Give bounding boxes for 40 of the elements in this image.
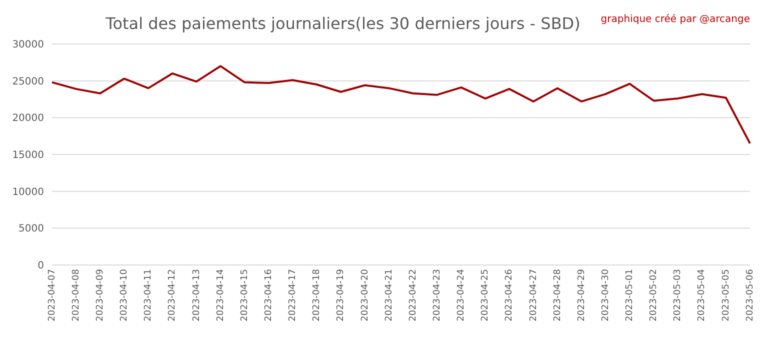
- x-tick-label: 2023-04-22: [408, 269, 418, 322]
- x-tick-label: 2023-04-14: [216, 268, 226, 322]
- chart-title: Total des paiements journaliers(les 30 derniers jours - SBD): [106, 14, 580, 33]
- x-tick-label: 2023-04-20: [360, 268, 370, 322]
- x-tick-label: 2023-04-19: [336, 268, 346, 322]
- x-tick-label: 2023-05-02: [649, 269, 660, 322]
- x-tick-label: 2023-04-08: [71, 268, 82, 322]
- x-tick-label: 2023-05-03: [673, 269, 684, 322]
- x-tick-label: 2023-04-25: [480, 269, 491, 322]
- x-tick-label: 2023-04-26: [504, 268, 515, 322]
- x-tick-label: 2023-04-30: [600, 268, 611, 322]
- x-tick-label: 2023-04-24: [456, 268, 467, 322]
- x-tick-label: 2023-04-09: [96, 268, 106, 322]
- x-tick-label: 2023-04-21: [384, 269, 394, 322]
- x-tick-label: 2023-04-10: [120, 268, 130, 322]
- y-tick-label: 10000: [12, 186, 44, 198]
- y-tick-label: 15000: [12, 150, 44, 162]
- line-series: [51, 65, 751, 144]
- x-tick-label: 2023-04-27: [528, 269, 539, 322]
- x-tick-label: 2023-04-28: [552, 268, 563, 322]
- x-tick-label: 2023-04-23: [432, 269, 442, 322]
- x-tick-label: 2023-04-07: [47, 269, 58, 322]
- y-tick-label: 5000: [18, 224, 44, 235]
- x-tick-label: 2023-04-18: [312, 268, 322, 322]
- y-tick-label: 25000: [12, 76, 44, 88]
- y-tick-label: 0: [38, 260, 44, 272]
- x-tick-label: 2023-05-04: [697, 268, 708, 322]
- x-tick-label: 2023-04-12: [168, 269, 178, 322]
- x-tick-label: 2023-04-29: [576, 268, 587, 322]
- x-tick-label: 2023-04-15: [240, 269, 250, 322]
- x-tick-label: 2023-04-11: [144, 269, 154, 322]
- x-tick-label: 2023-05-05: [721, 269, 732, 322]
- x-tick-label: 2023-04-17: [288, 269, 298, 322]
- y-tick-label: 30000: [12, 40, 44, 51]
- x-tick-label: 2023-05-01: [625, 269, 636, 322]
- x-tick-label: 2023-04-13: [192, 269, 202, 322]
- x-tick-label: 2023-04-16: [264, 268, 274, 322]
- y-tick-label: 20000: [12, 113, 44, 124]
- text: graphique créé par @arcange: [600, 14, 750, 25]
- x-tick-label: 2023-05-06: [745, 268, 756, 322]
